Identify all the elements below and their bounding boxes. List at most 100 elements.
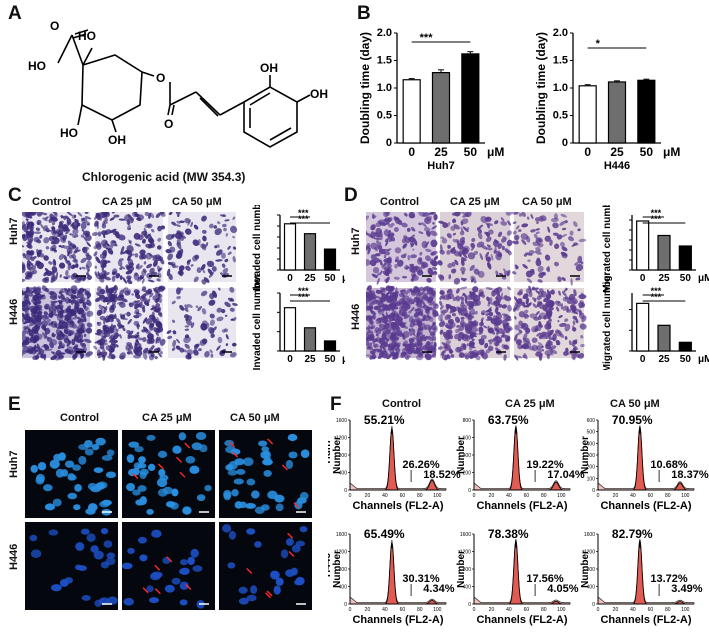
d-img-r1c1-cell <box>455 328 460 334</box>
d-img-r1c0-cell <box>417 341 423 347</box>
d-img-r0c2-cell <box>561 252 568 259</box>
f-r1c2-histogram <box>597 539 695 605</box>
e-img-r1c0-nucleus <box>103 540 113 548</box>
d-huh7-unit: μM <box>698 273 709 284</box>
d-img-r1c0-cell <box>432 310 439 317</box>
d-img-r1c1-cell <box>452 296 457 302</box>
d-img-r0c2-cell <box>561 227 567 231</box>
d-img-r0c0-cell <box>431 271 435 276</box>
d-huh7-xtick-label: 25 <box>658 273 670 284</box>
c-img-r1c0-cell <box>25 330 30 335</box>
d-img-r1c1-cell <box>506 286 512 291</box>
f-r1c0-g1-peak <box>384 541 400 605</box>
d-img-r1c1-cell <box>457 337 462 342</box>
c-img-r0c1-cell <box>104 229 112 235</box>
d-img-r1c2-cell <box>536 349 543 354</box>
e-img-r0c0-nucleus <box>74 484 82 492</box>
c-img-r1c0-cell <box>44 303 50 310</box>
e-img-r0c0-nucleus <box>95 437 106 446</box>
c-img-r1c1-cell <box>156 347 161 353</box>
e-img-r0c1-nucleus <box>138 456 146 464</box>
d-img-r0c0-cell <box>430 239 438 248</box>
d-img-r1c0-cell <box>430 307 434 311</box>
f-r0c0-xtick-label: 20 <box>365 493 371 499</box>
c-img-r1c2-cell <box>190 322 195 329</box>
e-img-r0c0-nucleus <box>72 464 81 471</box>
c-img-r1c0-cell <box>71 289 77 295</box>
d-img-r0c0-cell <box>411 273 417 279</box>
d-img-r0c1-cell <box>484 231 490 236</box>
c-img-r0c1-cell <box>139 254 144 260</box>
d-img-r0c2-cell <box>575 277 581 281</box>
c-img-r1c0-cell <box>22 308 27 312</box>
f-r1c1-ytick-label: 1200 <box>460 550 471 556</box>
d-img-r1c0-cell <box>418 291 423 297</box>
c-img-r1c0-cell <box>80 339 85 342</box>
e-img-r0c2-nucleus <box>254 506 265 515</box>
c-img-r1c0-cell <box>53 313 61 317</box>
e-img-r0c1-nucleus <box>159 474 169 481</box>
e-img-r0c2-nucleus <box>233 478 244 485</box>
e-img-r0c0-nucleus <box>105 471 117 479</box>
f-r0c0-g2-pct: 18.52% <box>423 469 461 481</box>
c-img-r0c1-cell <box>113 214 120 218</box>
d-h446-xtick-label: 0 <box>640 354 646 365</box>
d-img-r0c2-cell <box>559 220 566 226</box>
c-img-r1c0-cell <box>50 300 56 307</box>
c-img-r1c1-cell <box>98 304 104 310</box>
b-h446-ytick-label: 0 <box>562 137 568 149</box>
d-img-r0c1-cell <box>487 256 492 263</box>
d-img-r1c1-cell <box>469 312 475 315</box>
d-img-r0c0-cell <box>433 256 439 261</box>
c-img-r1c2-cell <box>230 318 235 321</box>
f-r1c2-ytick-label: 400 <box>587 585 596 591</box>
c-img-r1c1-cell <box>111 298 115 302</box>
f-r0c1-ytick-label: 600 <box>463 436 472 442</box>
f-r0c1-xtick-label: 100 <box>557 493 566 499</box>
atom-oh-bottom2: OH <box>108 133 126 147</box>
e-img-r0c1-arrow <box>132 473 139 480</box>
d-img-r1c0-cell <box>391 295 398 300</box>
e-img-r1c2-nucleus <box>254 541 262 548</box>
d-img-r0c0-cell <box>431 259 438 267</box>
f-r1c0-g2-pct: 4.34% <box>423 583 454 595</box>
c-img-r1c1-cell <box>127 318 132 325</box>
c-img-r0c1-cell <box>109 217 115 221</box>
c-img-r1c1-cell <box>155 332 159 336</box>
d-img-r1c2-cell <box>537 300 541 306</box>
f-r1c1-s-pct: 17.56% <box>526 573 564 585</box>
d-img-r0c1-cell <box>501 276 507 280</box>
c-img-r1c2-cell <box>218 287 221 291</box>
atom-ho-top: HO <box>78 29 96 43</box>
e-img-r1c2-nucleus <box>227 562 236 569</box>
d-img-r1c0-cell <box>366 299 369 306</box>
c-img-r1c1-cell <box>151 345 155 349</box>
c-img-r0c1-cell <box>101 223 107 229</box>
d-img-r1c1-cell <box>449 309 455 314</box>
d-img-r1c1-cell <box>498 303 503 308</box>
b-h446-bar <box>607 81 627 144</box>
f-r0c2-ytick-label: 400 <box>587 441 596 447</box>
e-img-r1c0-nucleus <box>30 549 42 559</box>
d-img-r0c2-cell <box>560 213 567 218</box>
c-img-r1c0-cell <box>74 331 81 339</box>
c-img-r0c0-cell <box>74 246 79 254</box>
c-img-r0c1-cell <box>134 213 140 217</box>
b-h446-bar <box>578 85 597 144</box>
e-img-r0c1-nucleus <box>171 488 179 497</box>
d-img-r1c0-cell <box>376 296 382 300</box>
f-r0c1-ytick-label: 0 <box>468 488 471 494</box>
d-img-r1c0-cell <box>430 287 434 291</box>
d-img-r1c2-cell <box>573 299 578 305</box>
c-img-r0c0-cell <box>85 220 91 225</box>
c-img-r0c2-cell <box>196 267 202 273</box>
c-img-r1c2-cell <box>210 353 214 358</box>
d-img-r0c0-cell <box>373 237 382 240</box>
d-img-r1c0-cell <box>371 335 374 340</box>
c-img-r1c1-cell <box>159 338 166 346</box>
f-r1c0-ytick-label: 1600 <box>336 532 347 538</box>
f-r0c1-g1-peak <box>508 425 524 491</box>
e-img-r1c1-nucleus <box>179 581 189 590</box>
d-img-r0c0-cell <box>417 269 424 276</box>
